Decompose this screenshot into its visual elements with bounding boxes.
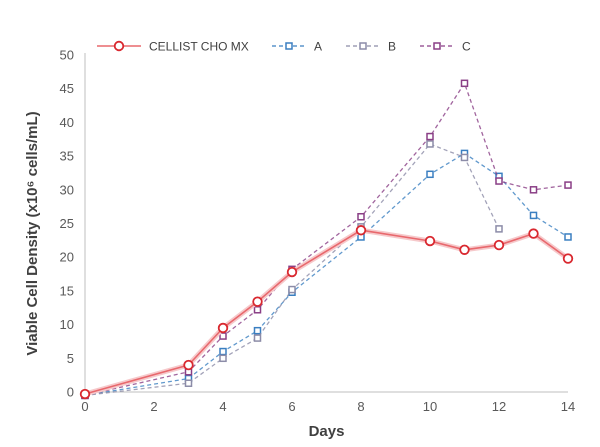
legend-marker: [285, 42, 293, 50]
y-tick-label: 50: [60, 48, 74, 63]
data-point: [253, 334, 262, 342]
data-point: [460, 153, 469, 162]
data-point: [219, 332, 227, 340]
data-point: [219, 354, 227, 363]
x-tick-label: 4: [219, 399, 226, 414]
series-cellist-cho-mx: [79, 225, 574, 400]
data-point: [253, 306, 262, 314]
x-tick-label: 8: [357, 399, 364, 414]
data-point: [253, 326, 262, 335]
y-tick-label: 40: [60, 115, 74, 130]
y-tick-label: 30: [60, 182, 74, 197]
series-line: [84, 81, 569, 397]
data-point: [495, 225, 503, 233]
x-tick-label: 0: [81, 399, 88, 414]
x-axis-title: Days: [309, 423, 345, 440]
data-point: [217, 322, 229, 334]
data-point: [426, 170, 434, 179]
y-tick-label: 0: [67, 385, 74, 400]
data-point: [288, 285, 296, 294]
series-c: [81, 79, 572, 400]
legend-label: CELLIST CHO MX: [149, 40, 249, 54]
x-tick-label: 2: [150, 399, 157, 414]
legend-marker: [113, 40, 125, 52]
x-tick-label: 12: [492, 399, 506, 414]
y-tick-label: 25: [60, 216, 74, 231]
legend-item-b: B: [346, 40, 396, 54]
y-tick-label: 20: [60, 250, 74, 265]
legend-marker: [433, 42, 441, 50]
legend-item-a: A: [272, 40, 322, 54]
data-point: [355, 225, 367, 236]
legend-marker: [359, 42, 367, 50]
series-layer: [79, 79, 574, 400]
data-point: [79, 388, 91, 400]
data-point: [564, 233, 572, 241]
axes: [84, 53, 568, 393]
data-point: [460, 79, 469, 88]
data-point: [529, 211, 538, 220]
data-point: [357, 213, 365, 221]
legend-label: B: [388, 40, 396, 54]
series-line: [84, 152, 569, 397]
data-point: [219, 347, 227, 356]
x-tick-label: 10: [423, 399, 437, 414]
y-tick-label: 5: [67, 351, 74, 366]
x-tick-label: 6: [288, 399, 295, 414]
data-point: [424, 235, 436, 247]
data-point: [426, 140, 434, 148]
data-point: [426, 132, 434, 141]
legend-label: C: [462, 40, 471, 54]
x-tick-labels: 0 2 4 6 8 10 12 14: [81, 399, 575, 414]
data-point: [493, 239, 505, 251]
y-tick-labels: 0 5 10 15 20 25 30 35 40 45 50: [60, 48, 74, 400]
data-point: [528, 228, 539, 239]
legend-item-c: C: [420, 40, 471, 54]
y-tick-label: 10: [60, 317, 74, 332]
data-point: [459, 244, 470, 255]
data-point: [495, 177, 503, 185]
y-tick-label: 35: [60, 149, 74, 164]
series-line: [84, 229, 569, 395]
data-point: [183, 359, 194, 371]
data-point: [529, 186, 538, 194]
data-point: [562, 253, 574, 264]
legend-item-cellist-cho-mx: CELLIST CHO MX: [97, 40, 249, 54]
series-a: [81, 149, 572, 400]
series-line-glow: [84, 227, 570, 397]
data-point: [564, 181, 572, 189]
y-tick-label: 45: [60, 81, 74, 96]
y-tick-label: 15: [60, 283, 74, 298]
legend-label: A: [314, 40, 322, 54]
x-tick-label: 14: [561, 399, 575, 414]
data-point: [286, 266, 298, 278]
y-axis-title: Viable Cell Density (x10⁶ cells/mL): [24, 111, 41, 355]
data-point: [184, 379, 193, 387]
legend: CELLIST CHO MX A B C: [97, 40, 471, 54]
data-point: [252, 296, 263, 307]
